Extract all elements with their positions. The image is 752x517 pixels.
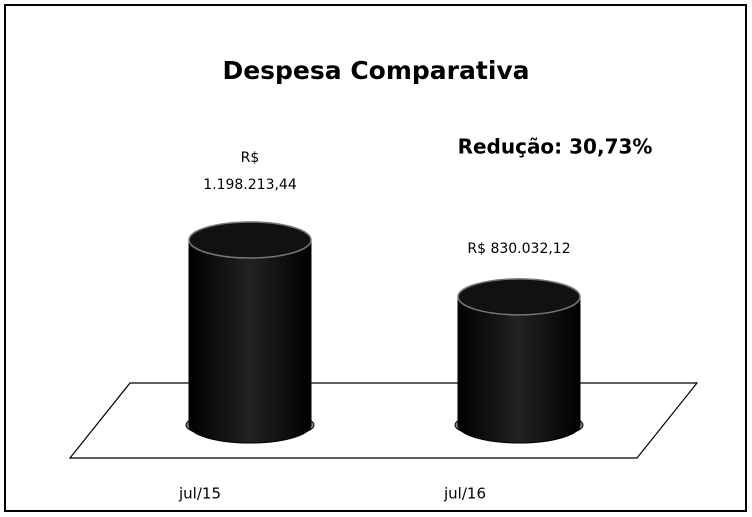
bar (188, 239, 312, 444)
x-tick-label: jul/16 (443, 485, 486, 503)
data-label: R$ 830.032,12 (467, 241, 570, 257)
bar-top (188, 221, 312, 259)
bar-top (457, 278, 581, 316)
bar (457, 296, 581, 444)
floor (68, 382, 699, 459)
x-tick-label: jul/15 (178, 485, 221, 503)
chart-title: Despesa Comparativa (222, 56, 529, 85)
annotation: Redução: 30,73% (458, 135, 653, 159)
data-label: R$ 1.198.213,44 (203, 150, 297, 193)
